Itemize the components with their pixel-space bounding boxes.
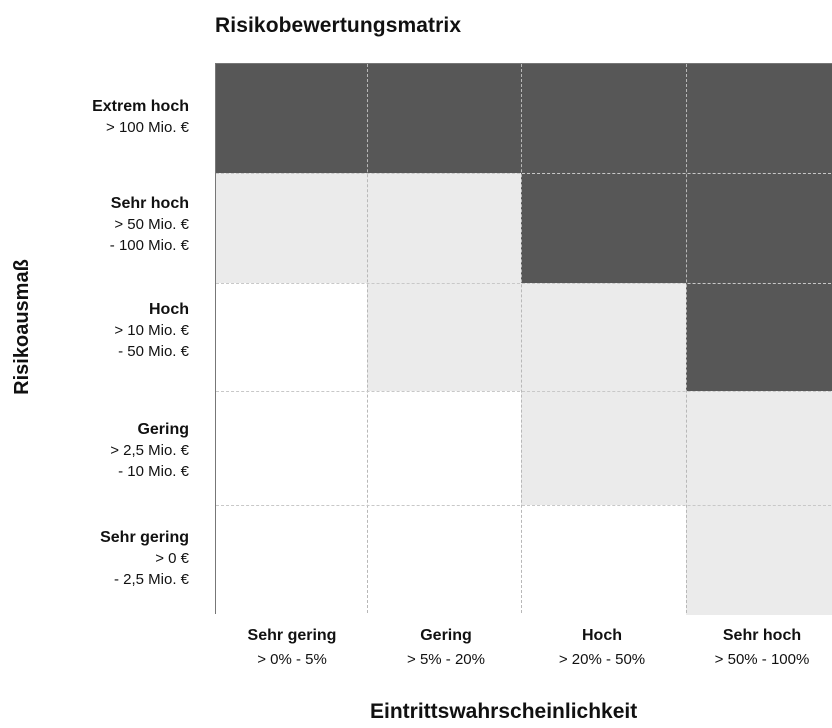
x-axis-label: Eintrittswahrscheinlichkeit (370, 700, 638, 723)
grid-line-horizontal (216, 391, 831, 392)
row-label-range: > 10 Mio. € (114, 322, 189, 339)
row-label-range: > 0 € (155, 550, 189, 567)
matrix-cell-r1-c3 (521, 64, 686, 173)
row-label-name: Sehr gering (100, 529, 189, 546)
row-label: Extrem hoch > 100 Mio. € (9, 96, 189, 138)
row-label-name: Sehr hoch (110, 195, 189, 212)
column-label-name: Gering (420, 627, 472, 644)
matrix-cell-r3-c2 (367, 283, 521, 391)
grid-line-horizontal (216, 283, 831, 284)
grid-line-horizontal (216, 505, 831, 506)
matrix-cell-r3-c3 (521, 283, 686, 391)
matrix-cell-r4-c3 (521, 391, 686, 505)
matrix-cell-r2-c2 (367, 173, 521, 283)
column-label: Gering > 5% - 20% (376, 624, 516, 672)
column-label-range: > 5% - 20% (407, 651, 485, 668)
row-label-name: Gering (137, 421, 189, 438)
matrix-cell-r3-c4 (686, 283, 832, 391)
row-label-range: - 100 Mio. € (109, 237, 189, 254)
matrix-cell-r4-c1 (216, 391, 367, 505)
row-label-range: - 2,5 Mio. € (113, 571, 189, 588)
row-label-name: Extrem hoch (92, 98, 189, 115)
column-label-name: Sehr gering (247, 627, 337, 644)
chart-title: Risikobewertungsmatrix (215, 14, 462, 37)
matrix-cell-r5-c4 (686, 505, 832, 615)
matrix-cell-r2-c4 (686, 173, 832, 283)
matrix-cell-r3-c1 (216, 283, 367, 391)
row-label: Sehr gering > 0 € - 2,5 Mio. € (9, 527, 189, 590)
matrix-cell-r1-c1 (216, 64, 367, 173)
row-label: Sehr hoch > 50 Mio. € - 100 Mio. € (9, 193, 189, 256)
row-label: Hoch > 10 Mio. € - 50 Mio. € (9, 299, 189, 362)
column-label: Sehr gering > 0% - 5% (222, 624, 362, 672)
row-label-range: - 10 Mio. € (118, 463, 189, 480)
matrix-cell-r5-c2 (367, 505, 521, 615)
matrix-cell-r4-c4 (686, 391, 832, 505)
grid-line-horizontal (216, 173, 831, 174)
grid-line-vertical (367, 64, 368, 613)
row-label-range: - 50 Mio. € (118, 343, 189, 360)
matrix-cell-r2-c3 (521, 173, 686, 283)
matrix-cell-r1-c4 (686, 64, 832, 173)
column-label: Sehr hoch > 50% - 100% (692, 624, 832, 672)
row-label-range: > 2,5 Mio. € (110, 442, 189, 459)
row-label-range: > 100 Mio. € (106, 119, 189, 136)
grid-line-vertical (521, 64, 522, 613)
matrix-cell-r5-c1 (216, 505, 367, 615)
column-label-name: Hoch (582, 627, 622, 644)
column-label: Hoch > 20% - 50% (532, 624, 672, 672)
matrix-cell-r2-c1 (216, 173, 367, 283)
matrix-cell-r5-c3 (521, 505, 686, 615)
row-label-name: Hoch (149, 301, 189, 318)
column-label-range: > 0% - 5% (257, 651, 327, 668)
risk-matrix-grid (215, 63, 832, 615)
grid-line-vertical (686, 64, 687, 613)
column-label-name: Sehr hoch (722, 627, 802, 644)
column-label-range: > 50% - 100% (714, 651, 810, 668)
matrix-cell-r4-c2 (367, 391, 521, 505)
row-label-range: > 50 Mio. € (114, 216, 189, 233)
row-label: Gering > 2,5 Mio. € - 10 Mio. € (9, 419, 189, 482)
matrix-cell-r1-c2 (367, 64, 521, 173)
column-label-range: > 20% - 50% (558, 651, 646, 668)
